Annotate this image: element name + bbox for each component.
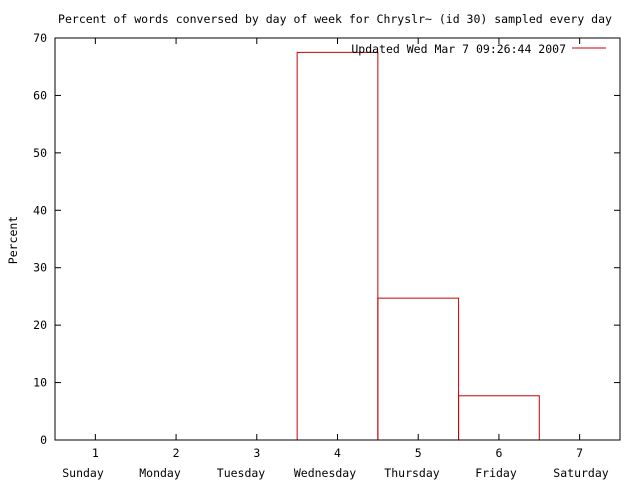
day-label: Sunday — [62, 466, 104, 480]
chart-title: Percent of words conversed by day of wee… — [58, 12, 612, 26]
x-tick-label: 3 — [253, 446, 260, 460]
day-label: Monday — [139, 466, 181, 480]
y-tick-label: 50 — [33, 146, 47, 160]
day-label: Tuesday — [217, 466, 266, 480]
bar — [296, 51, 379, 441]
y-tick-label: 30 — [33, 261, 47, 275]
y-tick-label: 10 — [33, 376, 47, 390]
day-label: Wednesday — [294, 466, 356, 480]
y-tick-label: 60 — [33, 88, 47, 102]
x-tick-label: 1 — [92, 446, 99, 460]
bar — [377, 297, 460, 441]
y-tick-label: 0 — [40, 433, 47, 447]
x-tick-label: 6 — [495, 446, 502, 460]
day-label: Friday — [475, 466, 517, 480]
x-tick-label: 5 — [415, 446, 422, 460]
x-tick-label: 2 — [173, 446, 180, 460]
y-axis-label: Percent — [6, 216, 20, 264]
day-label: Saturday — [553, 466, 608, 480]
bar-series — [296, 51, 540, 441]
day-label: Thursday — [384, 466, 439, 480]
x-tick-label: 7 — [576, 446, 583, 460]
plot-frame — [54, 37, 621, 441]
y-tick-label: 20 — [33, 318, 47, 332]
legend: Updated Wed Mar 7 09:26:44 2007 — [351, 42, 606, 56]
legend-label: Updated Wed Mar 7 09:26:44 2007 — [351, 42, 566, 56]
x-tick-label: 4 — [334, 446, 341, 460]
bar — [458, 395, 540, 441]
y-tick-label: 70 — [33, 31, 47, 45]
y-tick-label: 40 — [33, 203, 47, 217]
axis-ticks: 0 10 20 30 40 50 60 70 1 2 3 4 5 6 7 Sunday Monday Tuesda… — [33, 31, 620, 480]
